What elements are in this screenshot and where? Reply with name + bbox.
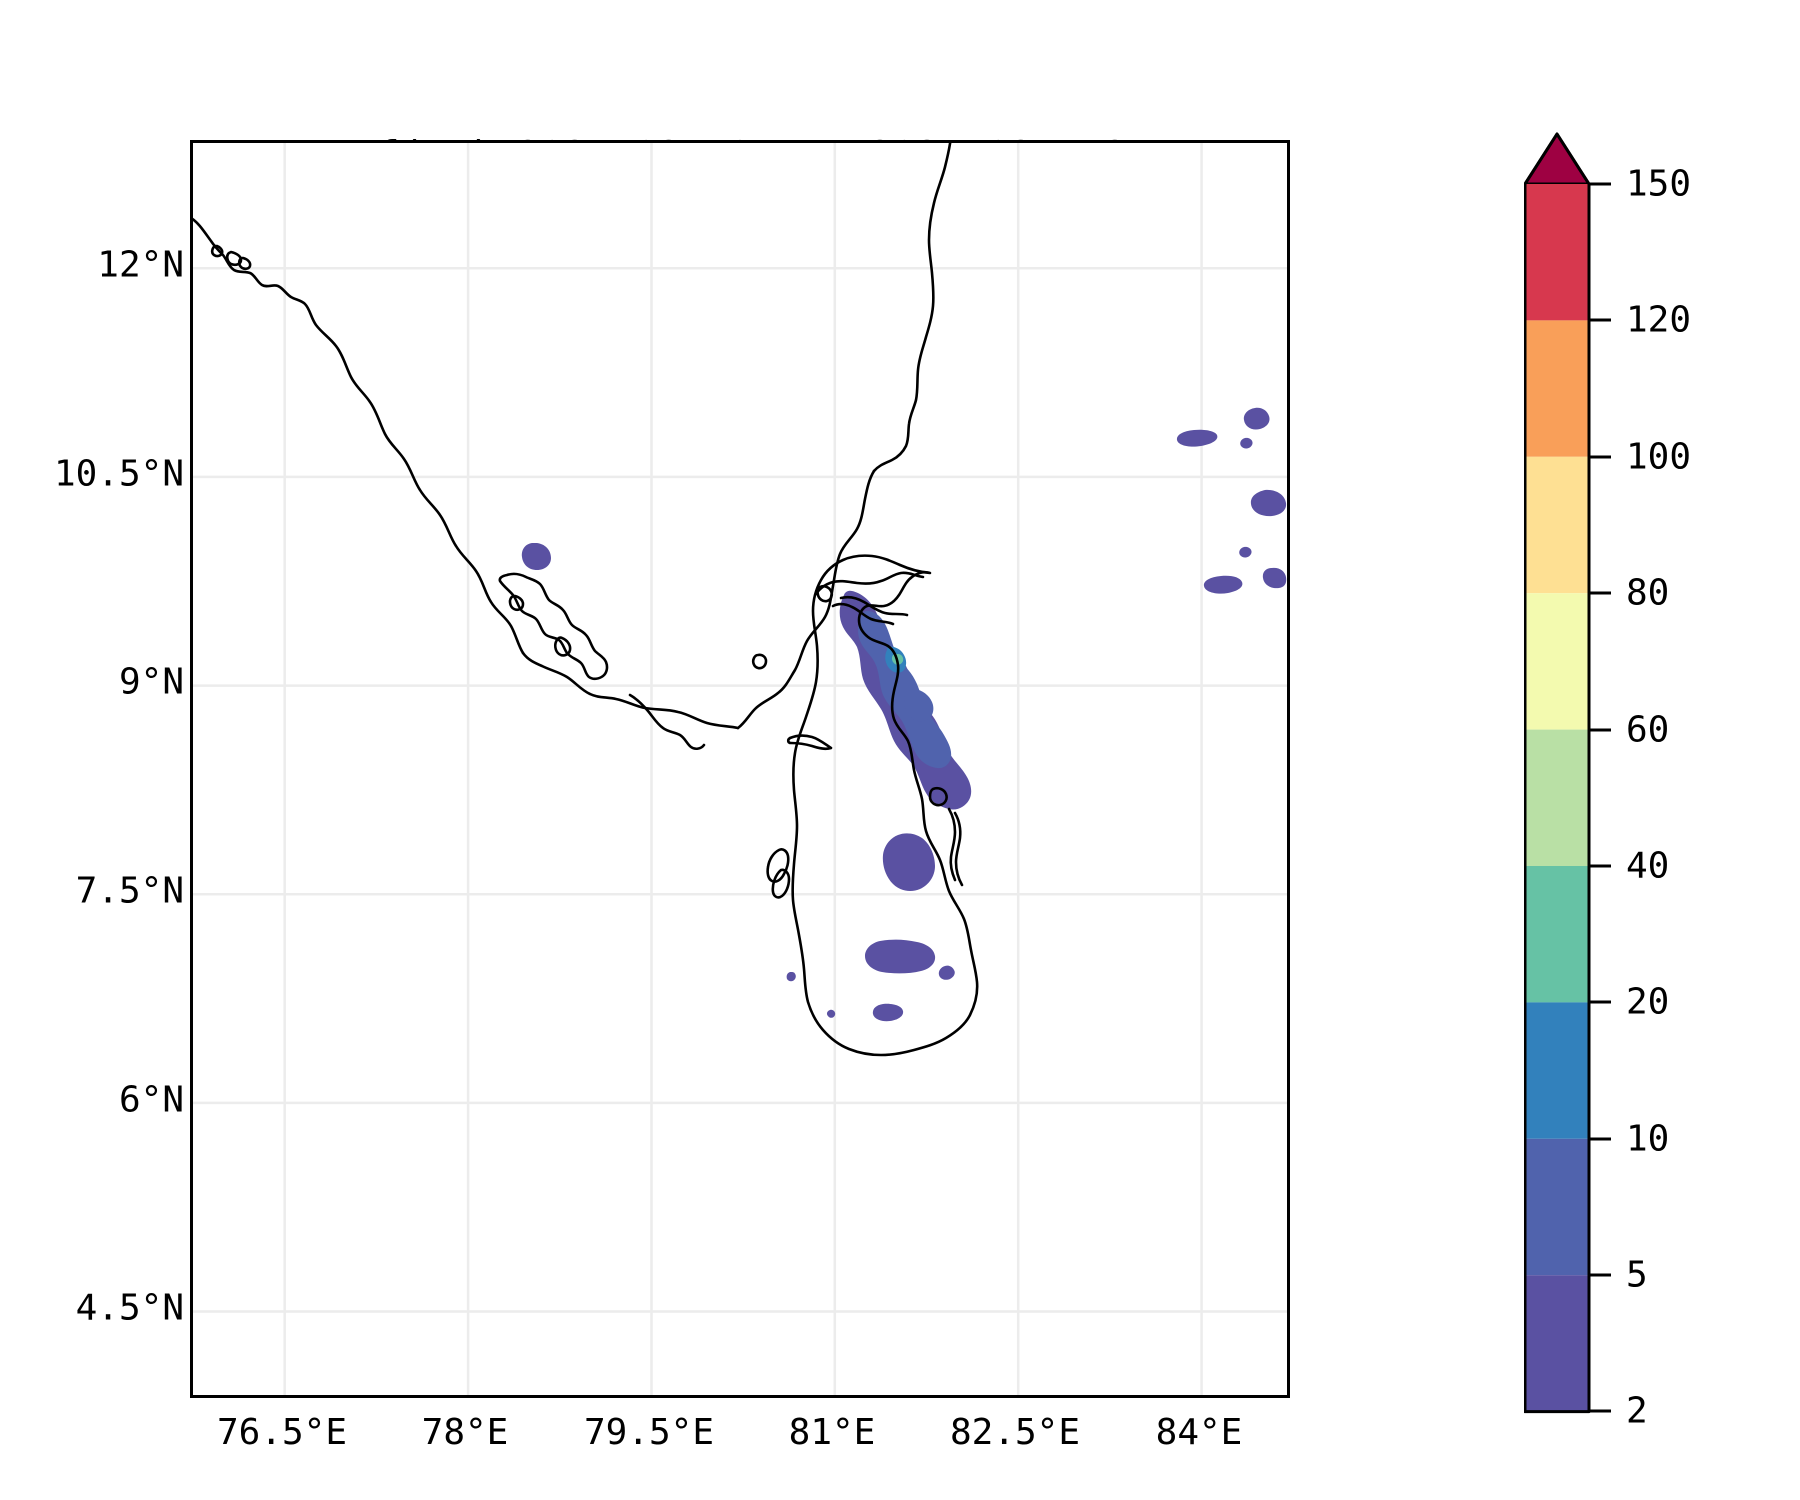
- coastlines: [193, 143, 979, 1057]
- coastline-batticaloa-lagoon: [947, 807, 957, 882]
- colorbar-tick-label-120: 120: [1626, 299, 1692, 341]
- rainfall-patch-bay-edge-6-2-5: [1262, 567, 1287, 589]
- coastline-jaffna-lagoon-b: [831, 602, 895, 626]
- colorbar-tick-label-40: 40: [1626, 845, 1670, 887]
- colorbar-tick-mark-5: [1589, 1273, 1611, 1277]
- colorbar-tick-label-150: 150: [1626, 163, 1692, 205]
- coastline-sri-lanka: [791, 554, 979, 1057]
- coastline-puttalam-lagoon: [786, 734, 833, 751]
- rainfall-patch-east-interior-2-5: [882, 833, 935, 892]
- rainfall-patch-southeast-speck-2-5: [786, 972, 796, 982]
- colorbar-tick-mark-80: [1589, 591, 1611, 595]
- colorbar-band-5-10: [1525, 1138, 1589, 1276]
- rainfall-patch-bay-edge-5-2-5: [1239, 546, 1252, 558]
- rainfall-patch-palk-strait-2-5: [521, 543, 551, 570]
- colorbar-tick-mark-20: [1589, 1000, 1611, 1004]
- ytick-label-6N: 6°N: [118, 1079, 184, 1121]
- colorbar-tick-label-5: 5: [1626, 1254, 1648, 1296]
- coastline-india-west: [193, 217, 525, 655]
- rainfall-patch-ne-coast-rim-5-10: [904, 688, 934, 722]
- colorbar-band-40-60: [1525, 729, 1589, 866]
- xtick-label-795E: 79.5°E: [583, 1412, 715, 1453]
- rainfall-patch-southeast-dot-2-5: [938, 965, 955, 980]
- coastline-speck-b: [225, 250, 243, 267]
- rainfall-contours: [521, 407, 1287, 1022]
- coastline-speck-c: [237, 256, 252, 271]
- map-canvas: [193, 143, 1287, 1395]
- ytick-label-105N: 10.5°N: [53, 453, 184, 495]
- colorbar-tick-mark-100: [1589, 455, 1611, 459]
- coastline-india-east: [521, 651, 740, 730]
- colorbar-band-2-5: [1525, 1275, 1589, 1412]
- rainfall-patch-bay-edge-7-2-5: [1203, 575, 1243, 594]
- coastline-kerala-lobe-a: [508, 594, 525, 612]
- rainfall-patch-bay-edge-3-2-5: [1240, 437, 1253, 449]
- colorbar-tick-mark-150: [1589, 182, 1611, 186]
- colorbar-band-80-100: [1525, 456, 1589, 594]
- rainfall-patch-south-lens-2-5: [872, 1003, 904, 1022]
- colorbar-tick-mark-10: [1589, 1137, 1611, 1141]
- colorbar-extend-arrow: [1524, 132, 1591, 186]
- map-plot-area[interactable]: [190, 140, 1290, 1398]
- coastline-jaffna-islet: [816, 584, 834, 603]
- coastline-west-lake: [766, 848, 790, 883]
- coastline-mannar-island: [751, 653, 768, 670]
- colorbar[interactable]: [1524, 130, 1594, 1415]
- colorbar-tick-label-60: 60: [1626, 709, 1670, 751]
- coastline-jaffna-peninsula: [814, 571, 925, 596]
- xtick-label-84E: 84°E: [1155, 1412, 1243, 1453]
- colorbar-band-10-20: [1525, 1002, 1589, 1139]
- coastline-batticaloa-lagoon-2: [953, 811, 964, 887]
- coastline-west-lake-2: [771, 868, 791, 899]
- colorbar-tick-label-10: 10: [1626, 1118, 1670, 1160]
- colorbar-band-100-120: [1525, 320, 1589, 457]
- coastline-kerala-lobe-b: [553, 636, 572, 657]
- colorbar-band-60-80: [1525, 593, 1589, 730]
- rainfall-patch-bay-edge-2-2-5: [1176, 429, 1218, 447]
- coastline-kerala-lagoon: [498, 572, 609, 681]
- coastline-east-notch: [928, 786, 948, 807]
- coastline-jaffna-lagoon-a: [839, 595, 909, 617]
- colorbar-outline: [1524, 132, 1591, 1414]
- colorbar-tick-mark-2: [1589, 1409, 1611, 1413]
- colorbar-graphic: [1524, 132, 1591, 1414]
- ytick-label-75N: 7.5°N: [75, 870, 184, 912]
- colorbar-tick-label-2: 2: [1626, 1390, 1648, 1432]
- ytick-label-9N: 9°N: [118, 661, 184, 703]
- colorbar-band-20-40: [1525, 866, 1589, 1003]
- rainfall-patch-bay-edge-4-2-5: [1250, 489, 1287, 517]
- xtick-label-78E: 78°E: [421, 1412, 509, 1453]
- colorbar-tick-mark-120: [1589, 318, 1611, 322]
- xtick-label-765E: 76.5°E: [216, 1412, 348, 1453]
- coastline-palk-bay-north: [736, 469, 876, 730]
- colorbar-tick-mark-40: [1589, 864, 1611, 868]
- colorbar-tick-mark-60: [1589, 728, 1611, 732]
- rainfall-patch-southeast-2-5: [865, 939, 936, 974]
- rainfall-patch-bay-edge-1-2-5: [1243, 407, 1270, 430]
- ytick-label-12N: 12°N: [97, 244, 184, 286]
- colorbar-tick-label-80: 80: [1626, 572, 1670, 614]
- xtick-label-825E: 82.5°E: [949, 1412, 1081, 1453]
- rainfall-patch-ne-coast-core-5-10: [858, 611, 952, 769]
- coastline-rameswaram: [628, 693, 706, 751]
- colorbar-band-120-150: [1525, 184, 1589, 321]
- colorbar-tick-label-100: 100: [1626, 436, 1692, 478]
- map-gridlines: [193, 143, 1287, 1395]
- ytick-label-45N: 4.5°N: [75, 1287, 184, 1329]
- coastline-india-east-upper: [872, 143, 952, 473]
- xtick-label-81E: 81°E: [788, 1412, 876, 1453]
- rainfall-patch-south-speck-2-5: [826, 1009, 836, 1018]
- coastline-speck-a: [210, 244, 224, 258]
- colorbar-tick-label-20: 20: [1626, 981, 1670, 1023]
